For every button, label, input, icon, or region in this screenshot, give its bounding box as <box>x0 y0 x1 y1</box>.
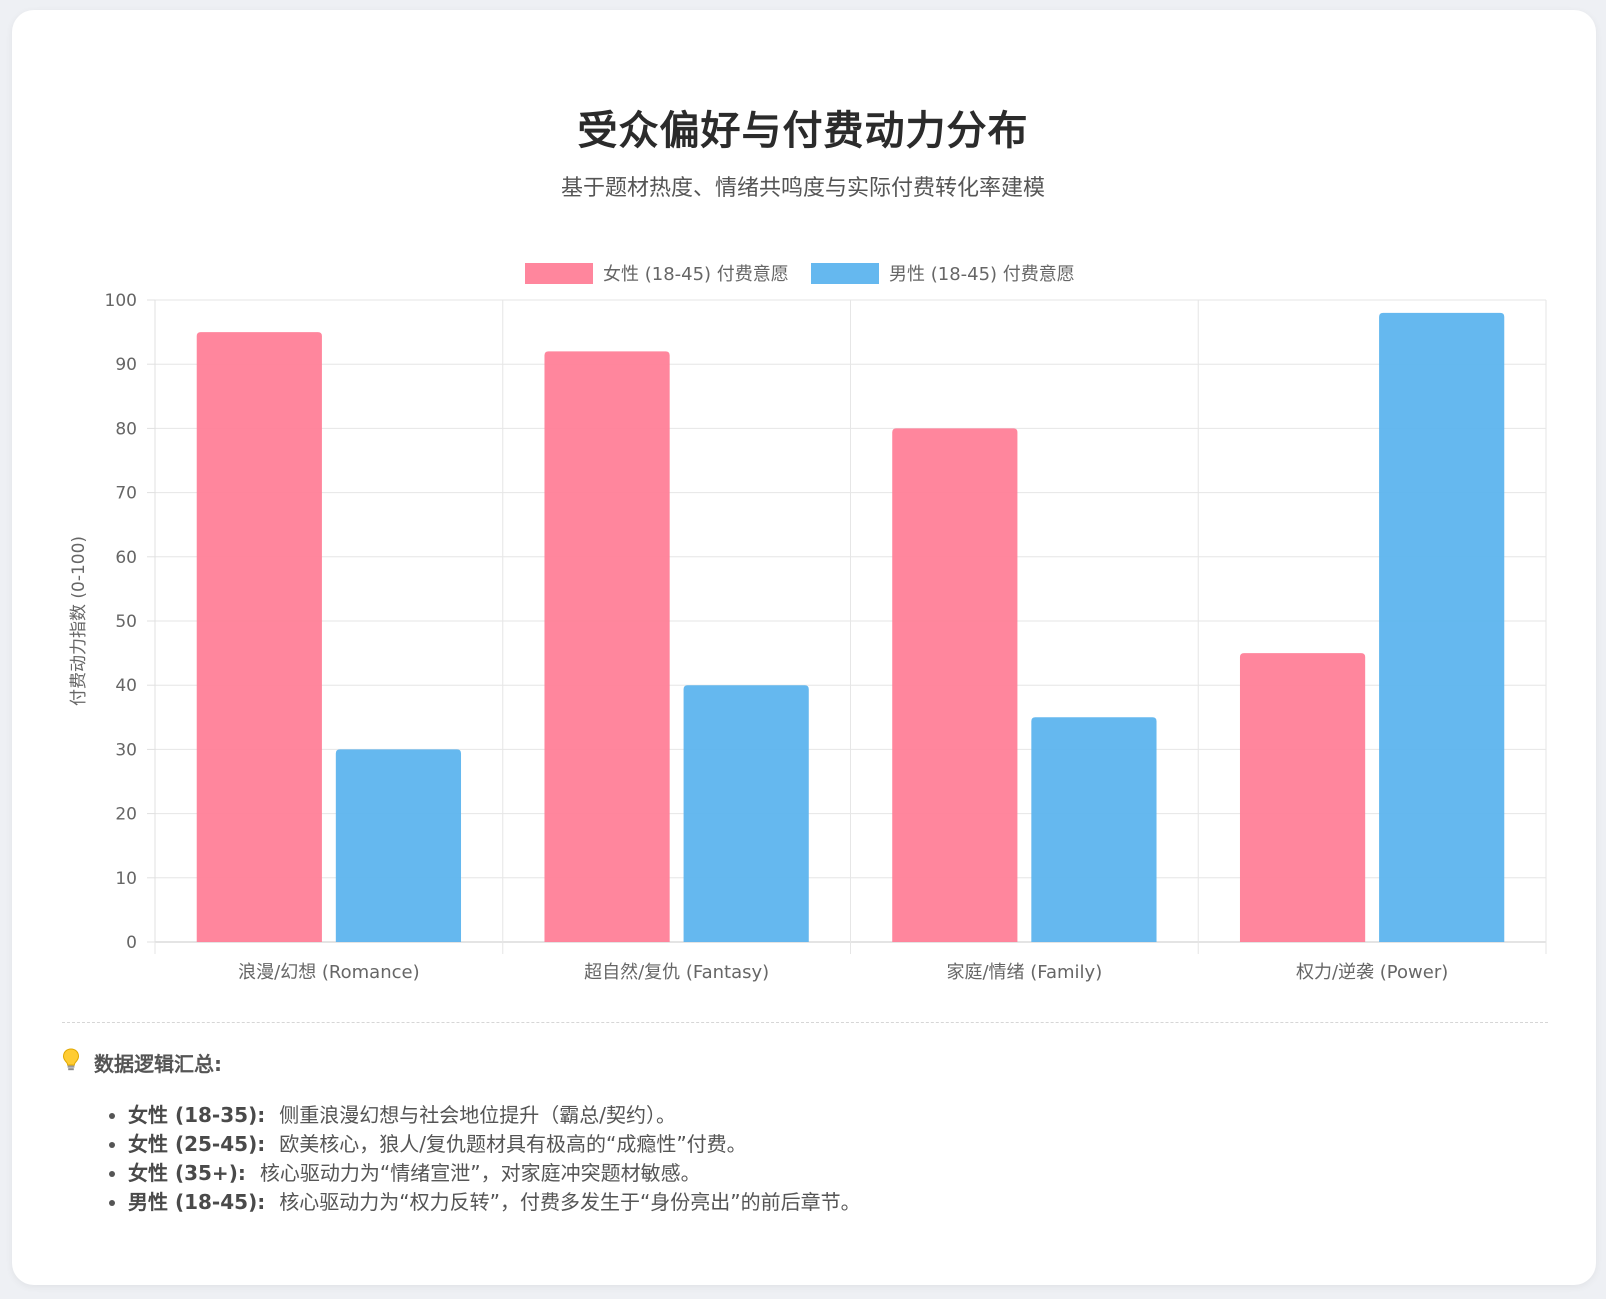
y-tick-label: 50 <box>115 612 137 632</box>
summary-item: 女性 (25-45): 欧美核心，狼人/复仇题材具有极高的“成瘾性”付费。 <box>128 1130 1542 1159</box>
page-title: 受众偏好与付费动力分布 <box>577 108 1029 154</box>
y-tick-label: 90 <box>115 355 137 375</box>
y-tick-label: 30 <box>115 740 137 760</box>
y-tick-label: 70 <box>115 484 137 504</box>
legend-label: 男性 (18-45) 付费意愿 <box>889 264 1075 285</box>
bar-chart: 0 10 20 30 40 50 60 70 80 90 100 付费动力指数 (0-100) 浪漫/幻… <box>69 263 1547 983</box>
bar <box>1031 717 1157 942</box>
summary-item-text: 核心驱动力为“情绪宣泄”，对家庭冲突题材敏感。 <box>259 1161 701 1185</box>
summary-list: 女性 (18-35): 侧重浪漫幻想与社会地位提升（霸总/契约）。 女性 (25-… <box>62 1101 1542 1217</box>
bar <box>1379 312 1505 943</box>
bar <box>683 685 809 942</box>
summary-item-label: 女性 (25-45): <box>128 1132 266 1156</box>
page-subtitle: 基于题材热度、情绪共鸣度与实际付费转化率建模 <box>560 176 1045 201</box>
summary-item: 女性 (18-35): 侧重浪漫幻想与社会地位提升（霸总/契约）。 <box>128 1101 1542 1130</box>
legend-swatch <box>811 263 879 284</box>
y-tick-label: 40 <box>115 676 137 696</box>
x-tick-label: 超自然/复仇 (Fantasy) <box>584 962 769 983</box>
summary-item: 女性 (35+): 核心驱动力为“情绪宣泄”，对家庭冲突题材敏感。 <box>128 1159 1542 1188</box>
summary-item-text: 核心驱动力为“权力反转”，付费多发生于“身份亮出”的前后章节。 <box>279 1190 861 1214</box>
summary-item-text: 侧重浪漫幻想与社会地位提升（霸总/契约）。 <box>279 1103 676 1127</box>
bar <box>892 428 1018 942</box>
summary-item-label: 女性 (35+): <box>128 1161 246 1185</box>
y-tick-label: 100 <box>105 291 137 311</box>
y-tick-label: 60 <box>115 548 137 568</box>
bar <box>335 749 462 942</box>
summary-section: 数据逻辑汇总: 女性 (18-35): 侧重浪漫幻想与社会地位提升（霸总/契约）。… <box>62 1048 1542 1217</box>
y-tick-label: 10 <box>115 869 137 889</box>
bar <box>544 351 670 942</box>
y-tick-label: 80 <box>115 419 137 439</box>
chart-area: 0 10 20 30 40 50 60 70 80 90 100 付费动力指数 (0-100) 浪漫/幻… <box>69 263 1547 983</box>
x-tick-label: 浪漫/幻想 (Romance) <box>238 962 420 983</box>
y-tick-label: 20 <box>115 805 137 825</box>
summary-item-text: 欧美核心，狼人/复仇题材具有极高的“成瘾性”付费。 <box>279 1132 747 1156</box>
section-divider <box>62 1022 1548 1023</box>
summary-item-label: 男性 (18-45): <box>128 1190 266 1214</box>
x-tick-label: 权力/逆袭 (Power) <box>1296 962 1448 983</box>
summary-item-label: 女性 (18-35): <box>128 1103 266 1127</box>
bar <box>1239 653 1366 942</box>
x-tick-label: 家庭/情绪 (Family) <box>946 962 1102 983</box>
y-axis-title: 付费动力指数 (0-100) <box>69 536 89 706</box>
legend-label: 女性 (18-45) 付费意愿 <box>603 264 789 285</box>
summary-title: 数据逻辑汇总: <box>94 1052 222 1076</box>
summary-heading: 数据逻辑汇总: <box>62 1048 1542 1077</box>
summary-item: 男性 (18-45): 核心驱动力为“权力反转”，付费多发生于“身份亮出”的前后章… <box>128 1188 1542 1217</box>
legend-swatch <box>525 263 593 284</box>
bar <box>196 332 322 943</box>
y-tick-label: 0 <box>126 933 137 953</box>
lightbulb-icon <box>62 1048 84 1077</box>
